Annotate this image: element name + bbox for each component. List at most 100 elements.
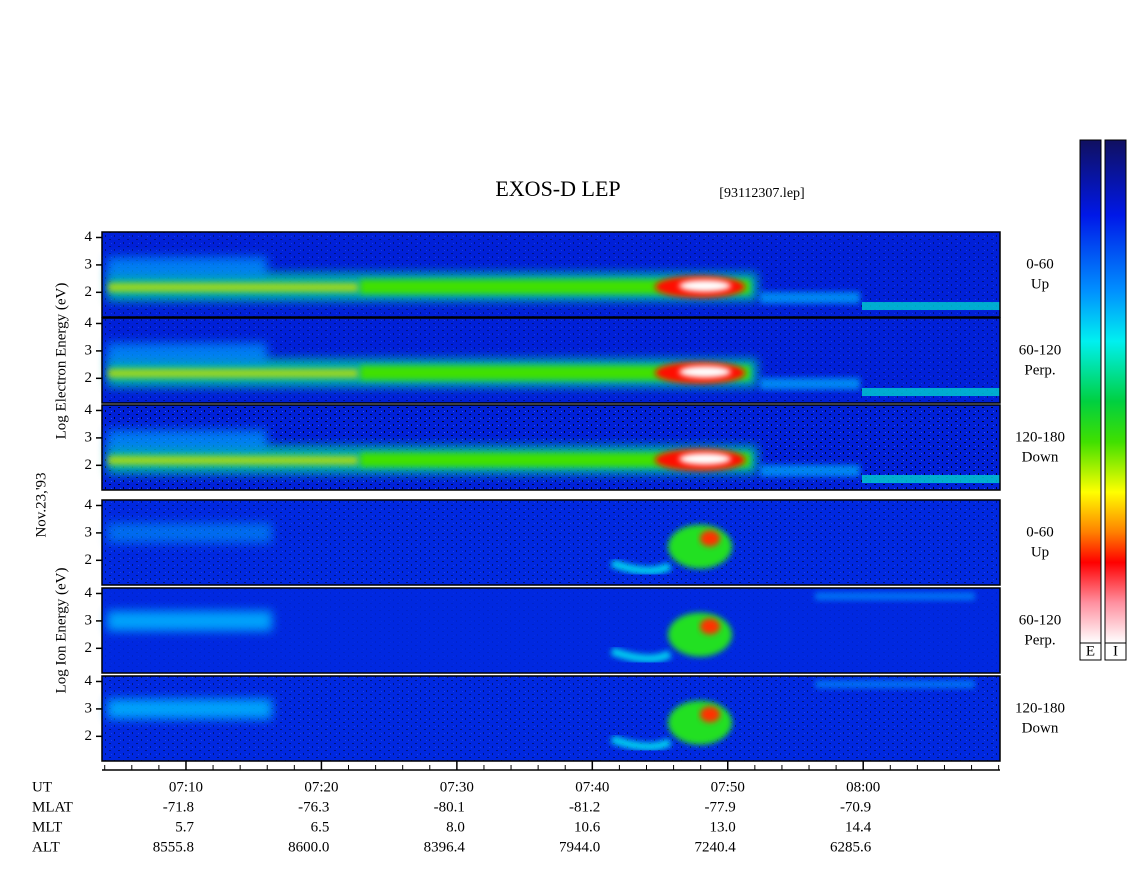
group-label: Log Ion Energy (eV) [53, 568, 69, 694]
spectrogram-peak [700, 706, 720, 723]
title: EXOS-D LEP [495, 176, 620, 201]
spectrogram-band [108, 282, 358, 292]
ephemeris-value: 8555.8 [153, 839, 194, 855]
y-tick-label: 2 [85, 728, 93, 744]
panel-direction: Up [1031, 276, 1049, 292]
spectrogram-band [107, 610, 272, 631]
y-tick-label: 4 [85, 229, 93, 245]
ephemeris-value: 10.6 [574, 819, 601, 835]
ephemeris-name: MLAT [32, 799, 73, 815]
y-tick-label: 4 [85, 402, 93, 418]
colorbar-label-box [1079, 642, 1102, 661]
spectrogram-band [862, 388, 1000, 397]
y-tick-label: 4 [85, 315, 93, 331]
spectrogram-band [107, 256, 267, 277]
y-tick-label: 3 [85, 256, 93, 272]
panel-angle: 0-60 [1026, 256, 1054, 272]
y-tick-label: 2 [85, 457, 93, 473]
panel-angle: 0-60 [1026, 524, 1054, 540]
panel-direction: Perp. [1024, 362, 1055, 378]
spectrogram-peak [700, 618, 720, 635]
spectrogram-band [610, 735, 672, 751]
spectrogram-band [108, 455, 358, 465]
y-tick-label: 3 [85, 342, 93, 358]
ephemeris-value: -81.2 [569, 799, 600, 815]
spectrogram-peak [679, 365, 731, 378]
y-tick-label: 3 [85, 524, 93, 540]
y-tick-label: 2 [85, 284, 93, 300]
panel-frame [101, 404, 1001, 491]
ephemeris-value: -76.3 [298, 799, 329, 815]
x-tick-label: 07:40 [575, 779, 609, 795]
spectrogram-peak [668, 612, 732, 657]
ephemeris-value: -80.1 [434, 799, 465, 815]
spectrogram-band [107, 342, 267, 363]
file-name: [93112307.lep] [719, 186, 804, 201]
x-tick-label: 07:10 [169, 779, 203, 795]
panel-direction: Down [1022, 449, 1059, 465]
ephemeris-value: 6285.6 [830, 839, 872, 855]
colorbar-i [1104, 139, 1127, 644]
spectrogram-band [610, 647, 672, 663]
spectrogram-band [760, 464, 860, 477]
panel-direction: Up [1031, 544, 1049, 560]
ephemeris-value: 13.0 [710, 819, 736, 835]
x-tick-label: 07:20 [304, 779, 338, 795]
y-tick-label: 4 [85, 497, 93, 513]
spectrogram-band [760, 377, 860, 390]
ephemeris-value: -77.9 [705, 799, 736, 815]
spectrogram-peak [668, 700, 732, 745]
spectrogram-band [107, 698, 272, 719]
y-tick-label: 3 [85, 612, 93, 628]
colorbar-label: I [1113, 643, 1118, 659]
spectrogram-band [108, 368, 358, 378]
ephemeris-value: -70.9 [840, 799, 871, 815]
ephemeris-name: ALT [32, 839, 60, 855]
colorbar-label: E [1086, 643, 1095, 659]
y-tick-label: 2 [85, 552, 93, 568]
y-tick-label: 2 [85, 370, 93, 386]
ephemeris-header: UT [32, 779, 52, 795]
ephemeris-value: 8600.0 [288, 839, 329, 855]
ephemeris-value: 14.4 [845, 819, 872, 835]
spectrogram-peak [679, 452, 731, 465]
panel-angle: 120-180 [1015, 429, 1065, 445]
panel-frame [101, 231, 1001, 318]
panel-frame [101, 499, 1001, 586]
panel-direction: Down [1022, 720, 1059, 736]
y-tick-label: 4 [85, 585, 93, 601]
y-tick-label: 3 [85, 700, 93, 716]
x-tick-label: 08:00 [846, 779, 880, 795]
ephemeris-value: 8396.4 [424, 839, 466, 855]
group-label: Log Electron Energy (eV) [53, 283, 69, 440]
colorbar-label-box [1104, 642, 1127, 661]
ephemeris-value: 6.5 [311, 819, 330, 835]
spectrogram-band [862, 475, 1000, 484]
spectrogram-band [107, 429, 267, 450]
spectrogram-band [610, 559, 672, 575]
ephemeris-value: 7240.4 [695, 839, 737, 855]
spectrogram-band [360, 365, 750, 380]
spectrogram-band [360, 452, 750, 467]
ephemeris-value: 5.7 [175, 819, 194, 835]
panel-frame [101, 587, 1001, 674]
spectrogram-band [815, 680, 975, 689]
spectrogram-band [107, 522, 272, 543]
panel-direction: Perp. [1024, 632, 1055, 648]
date: Nov.23,'93 [33, 472, 49, 537]
ephemeris-value: 8.0 [446, 819, 465, 835]
y-tick-label: 3 [85, 429, 93, 445]
panel-angle: 60-120 [1019, 342, 1062, 358]
ephemeris-name: MLT [32, 819, 62, 835]
panel-angle: 120-180 [1015, 700, 1065, 716]
spectrogram-band [815, 592, 975, 601]
spectrogram-band [760, 291, 860, 304]
ephemeris-value: -71.8 [163, 799, 194, 815]
panel-frame [101, 675, 1001, 762]
x-tick-label: 07:50 [711, 779, 745, 795]
spectrogram-peak [679, 279, 731, 292]
x-tick-label: 07:30 [440, 779, 474, 795]
ephemeris-value: 7944.0 [559, 839, 600, 855]
spectrogram-band [862, 302, 1000, 311]
colorbar-e [1079, 139, 1102, 644]
